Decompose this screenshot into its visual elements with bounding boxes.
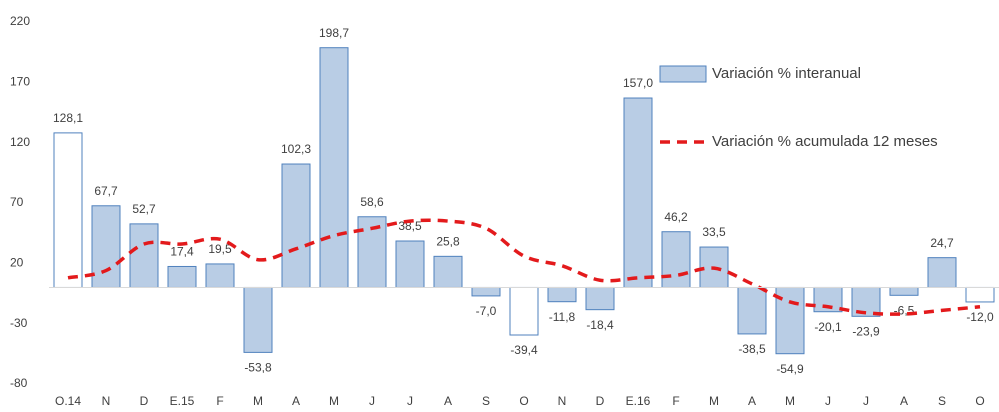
data-label: -11,8 <box>549 310 576 324</box>
bar <box>965 286 995 303</box>
data-label: 19,5 <box>208 242 232 256</box>
x-tick-label: O.14 <box>55 394 81 408</box>
y-tick-label: 20 <box>10 256 24 270</box>
bar <box>205 263 235 288</box>
bar <box>243 286 273 353</box>
bar <box>889 286 919 296</box>
data-label: -18,4 <box>586 318 614 332</box>
data-label: -23,9 <box>852 324 880 338</box>
x-tick-label: A <box>748 394 756 408</box>
data-label: -54,9 <box>776 362 804 376</box>
bar <box>167 265 197 288</box>
x-tick-label: M <box>709 394 719 408</box>
x-tick-label: A <box>292 394 300 408</box>
x-tick-label: M <box>329 394 339 408</box>
y-tick-label: -30 <box>10 316 28 330</box>
x-tick-label: O <box>975 394 984 408</box>
data-label: -53,8 <box>244 361 272 375</box>
legend-swatch <box>659 65 707 83</box>
bar <box>547 286 577 303</box>
x-tick-label: J <box>407 394 413 408</box>
bar <box>433 255 463 288</box>
line <box>67 218 981 316</box>
bar <box>281 163 311 288</box>
y-tick-label: 220 <box>10 14 30 28</box>
data-label: 58,6 <box>360 195 384 209</box>
x-tick-label: J <box>863 394 869 408</box>
data-label: 67,7 <box>94 184 118 198</box>
x-tick-label: D <box>140 394 149 408</box>
x-tick-label: A <box>444 394 452 408</box>
x-tick-label: A <box>900 394 908 408</box>
data-label: 24,7 <box>930 236 954 250</box>
data-label: -38,5 <box>738 342 766 356</box>
data-label: 198,7 <box>319 26 349 40</box>
x-tick-label: S <box>482 394 490 408</box>
y-tick-label: 170 <box>10 75 30 89</box>
bar <box>319 47 349 288</box>
bar <box>737 286 767 335</box>
data-label: -12,0 <box>966 310 994 324</box>
bar <box>661 231 691 288</box>
x-tick-label: D <box>596 394 605 408</box>
x-tick-label: M <box>253 394 263 408</box>
data-label: -20,1 <box>814 320 842 334</box>
bar <box>623 97 653 288</box>
x-tick-label: J <box>825 394 831 408</box>
y-tick-label: 120 <box>10 135 30 149</box>
data-label: -39,4 <box>510 343 538 357</box>
bar <box>395 240 425 288</box>
y-tick-label: -80 <box>10 376 28 390</box>
data-label: 52,7 <box>132 202 156 216</box>
data-label: 157,0 <box>623 76 653 90</box>
bar <box>471 286 501 297</box>
y-tick-label: 70 <box>10 195 24 209</box>
data-label: 17,4 <box>170 245 194 259</box>
x-tick-label: F <box>216 394 223 408</box>
bar <box>509 286 539 336</box>
data-label: 25,8 <box>436 235 460 249</box>
bar <box>91 205 121 288</box>
x-tick-label: N <box>102 394 111 408</box>
x-tick-label: J <box>369 394 375 408</box>
data-label: 46,2 <box>664 210 688 224</box>
bar <box>53 132 83 288</box>
x-tick-label: E.16 <box>626 394 651 408</box>
x-tick-label: M <box>785 394 795 408</box>
bar <box>585 286 615 311</box>
legend-label: Variación % interanual <box>712 65 861 82</box>
data-label: 102,3 <box>281 142 311 156</box>
data-label: -7,0 <box>476 304 497 318</box>
x-tick-label: E.15 <box>170 394 195 408</box>
x-tick-label: N <box>558 394 567 408</box>
x-tick-label: O <box>519 394 528 408</box>
data-label: 33,5 <box>702 225 726 239</box>
x-tick-label: F <box>672 394 679 408</box>
data-label: 128,1 <box>53 111 83 125</box>
bar <box>129 223 159 288</box>
legend-label: Variación % acumulada 12 meses <box>712 133 938 150</box>
bar <box>927 257 957 288</box>
x-tick-label: S <box>938 394 946 408</box>
